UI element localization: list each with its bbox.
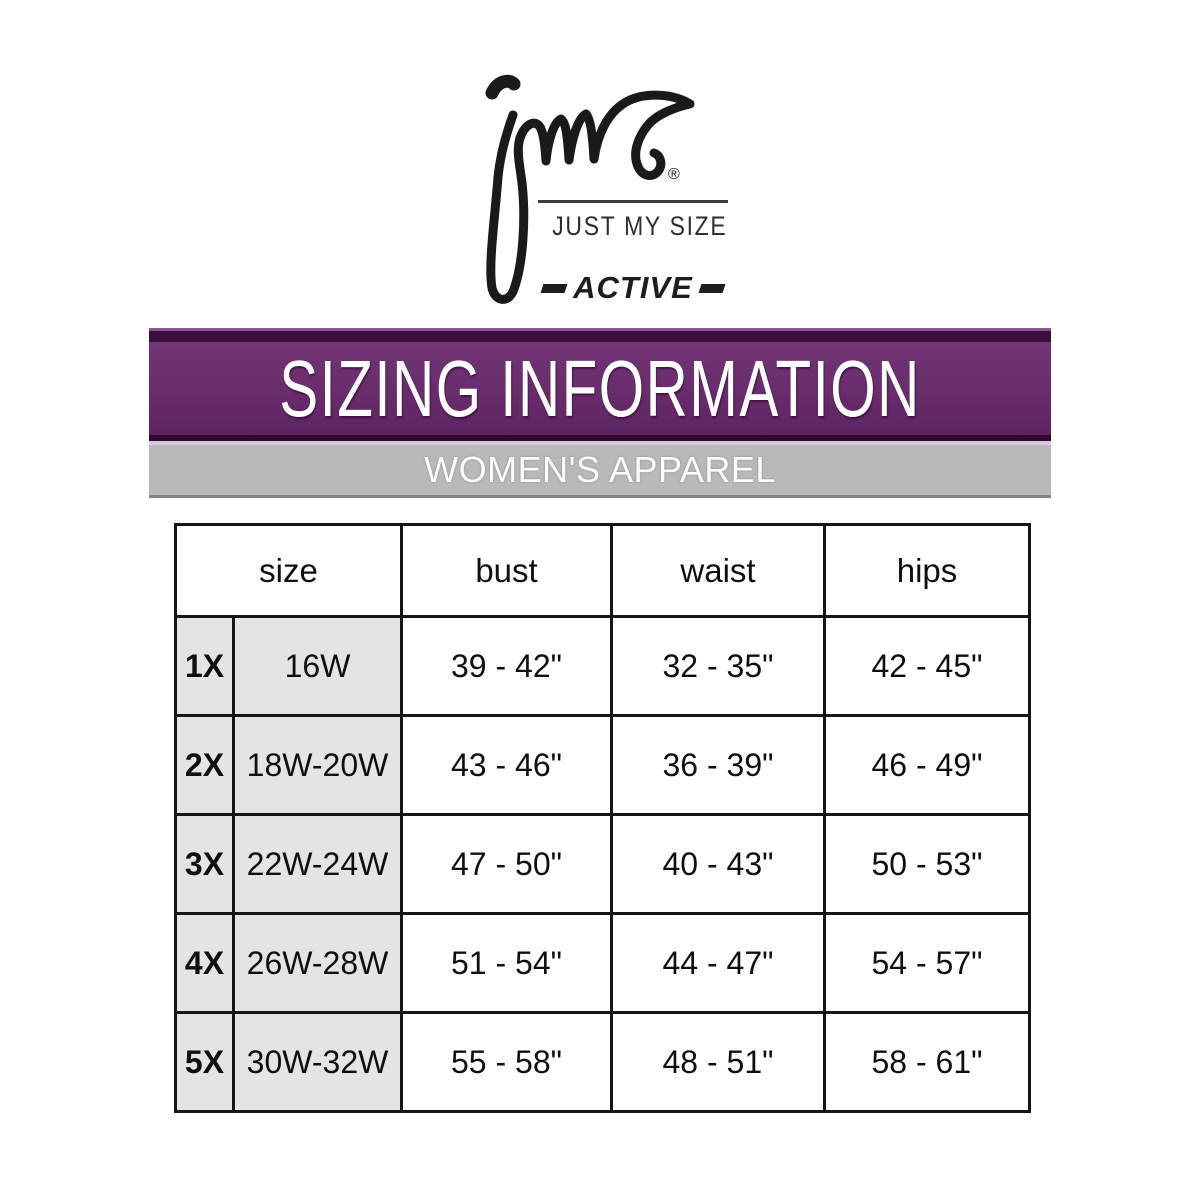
waist-cell: 44 - 47" <box>610 912 826 1014</box>
bust-cell: 43 - 46" <box>400 714 613 816</box>
active-right-dash-icon <box>698 283 726 293</box>
waist-cell: 48 - 51" <box>610 1011 826 1113</box>
banner-top-dark-strip <box>149 331 1051 342</box>
table-header-waist: waist <box>610 523 826 618</box>
table-row: 5X 30W-32W 55 - 58" 48 - 51" 58 - 61" <box>174 1011 1031 1113</box>
table-row: 4X 26W-28W 51 - 54" 44 - 47" 54 - 57" <box>174 912 1031 1014</box>
hips-cell: 46 - 49" <box>823 714 1031 816</box>
size-chart-header: size bust waist hips <box>174 523 1031 618</box>
waist-cell: 40 - 43" <box>610 813 826 915</box>
banner-main: SIZING INFORMATION <box>149 342 1051 435</box>
active-left-dash-icon <box>540 283 568 293</box>
waist-cell: 36 - 39" <box>610 714 826 816</box>
size-range-cell: 18W-20W <box>232 714 403 816</box>
table-header-size: size <box>174 523 403 618</box>
bust-cell: 55 - 58" <box>400 1011 613 1113</box>
bust-cell: 39 - 42" <box>400 615 613 717</box>
header-row: size bust waist hips <box>174 523 1031 618</box>
size-label-cell: 1X <box>174 615 235 717</box>
hips-cell: 50 - 53" <box>823 813 1031 915</box>
logo-divider-line <box>538 200 728 203</box>
banner-light-line <box>149 441 1051 445</box>
size-range-cell: 26W-28W <box>232 912 403 1014</box>
size-chart-table: size bust waist hips 1X 16W 39 - 42" 32 - 3… <box>174 523 1031 1113</box>
bust-cell: 47 - 50" <box>400 813 613 915</box>
jms-j-dot <box>485 74 521 100</box>
jms-script-logo: ® <box>485 74 695 304</box>
size-chart-body: 1X 16W 39 - 42" 32 - 35" 42 - 45" 2X 18W-20W 43… <box>174 615 1031 1113</box>
hips-cell: 58 - 61" <box>823 1011 1031 1113</box>
table-row: 3X 22W-24W 47 - 50" 40 - 43" 50 - 53" <box>174 813 1031 915</box>
table-row: 2X 18W-20W 43 - 46" 36 - 39" 46 - 49" <box>174 714 1031 816</box>
table-header-hips: hips <box>823 523 1031 618</box>
size-label-cell: 4X <box>174 912 235 1014</box>
sizing-information-banner: SIZING INFORMATION <box>149 328 1051 445</box>
size-range-cell: 16W <box>232 615 403 717</box>
bust-cell: 51 - 54" <box>400 912 613 1014</box>
banner-top-edge <box>149 328 1051 331</box>
banner-bottom-dark-strip <box>149 435 1051 441</box>
size-label-cell: 5X <box>174 1011 235 1113</box>
brand-logo: ® JUST MY SIZE ACTIVE <box>0 0 1200 330</box>
active-label: ACTIVE <box>573 270 693 305</box>
womens-apparel-banner: WOMEN'S APPAREL <box>149 445 1051 498</box>
registered-trademark-icon: ® <box>668 166 680 183</box>
size-range-cell: 30W-32W <box>232 1011 403 1113</box>
size-label-cell: 3X <box>174 813 235 915</box>
table-header-bust: bust <box>400 523 613 618</box>
jms-script-stroke <box>486 90 695 304</box>
hips-cell: 42 - 45" <box>823 615 1031 717</box>
waist-cell: 32 - 35" <box>610 615 826 717</box>
size-label-cell: 2X <box>174 714 235 816</box>
hips-cell: 54 - 57" <box>823 912 1031 1014</box>
logo-active-row: ACTIVE <box>534 270 732 306</box>
table-row: 1X 16W 39 - 42" 32 - 35" 42 - 45" <box>174 615 1031 717</box>
page-title: SIZING INFORMATION <box>279 344 921 433</box>
logo-tagline: JUST MY SIZE <box>552 211 728 241</box>
page-subtitle: WOMEN'S APPAREL <box>424 449 776 490</box>
size-range-cell: 22W-24W <box>232 813 403 915</box>
